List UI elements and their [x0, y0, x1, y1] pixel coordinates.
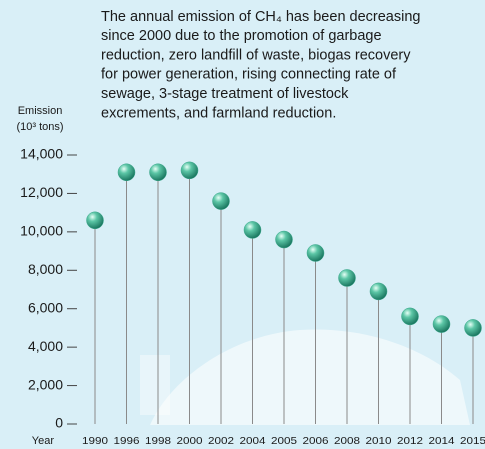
- x-tick-label: 2005: [271, 435, 297, 447]
- x-tick-label: 2010: [366, 435, 392, 447]
- x-tick-label: 2006: [303, 435, 329, 447]
- y-tick-label: 0: [55, 415, 63, 431]
- x-tick-label: 2002: [208, 435, 234, 447]
- y-axis-label: (10³ tons): [16, 121, 63, 133]
- y-tick-label: 6,000: [28, 299, 63, 315]
- annotation: since 2000 due to the promotion of garba…: [101, 28, 382, 44]
- x-tick-label: 2014: [429, 435, 455, 447]
- point: [306, 244, 325, 262]
- y-tick-label: 2,000: [28, 376, 63, 392]
- x-tick-label: 2008: [334, 435, 360, 447]
- annotation: excrements, and farmland reduction.: [101, 105, 336, 121]
- x-axis-label: Year: [32, 435, 55, 447]
- x-tick-label: 2012: [397, 435, 423, 447]
- x-tick-label: 2004: [240, 435, 266, 447]
- annotation: for power generation, rising connecting …: [101, 67, 397, 83]
- point: [243, 221, 262, 239]
- y-tick-label: 12,000: [20, 184, 63, 200]
- background-illustration: [140, 355, 170, 415]
- point: [338, 269, 356, 287]
- background-illustration: [150, 329, 470, 425]
- point: [212, 192, 230, 210]
- x-tick-label: 2015: [460, 435, 485, 447]
- point: [464, 319, 482, 337]
- annotation: The annual emission of CH₄ has been decr…: [101, 9, 420, 25]
- point: [149, 163, 167, 182]
- x-tick-label: 2000: [177, 435, 203, 447]
- point: [432, 315, 451, 333]
- point: [401, 307, 419, 326]
- x-tick-label: 1990: [82, 435, 108, 447]
- y-tick-label: 8,000: [28, 261, 63, 277]
- point: [117, 163, 136, 182]
- y-tick-label: 4,000: [28, 338, 63, 354]
- point: [86, 211, 104, 230]
- point: [369, 282, 388, 301]
- point: [275, 230, 293, 249]
- y-axis-label: Emission: [18, 105, 63, 117]
- y-tick-label: 10,000: [20, 223, 63, 239]
- x-tick-label: 1998: [145, 435, 171, 447]
- y-tick-label: 14,000: [20, 146, 63, 162]
- point: [180, 161, 199, 180]
- annotation: reduction, zero landfill of waste, bioga…: [101, 47, 411, 63]
- x-tick-label: 1996: [114, 435, 140, 447]
- annotation: sewage, 3-stage treatment of livestock: [101, 86, 349, 102]
